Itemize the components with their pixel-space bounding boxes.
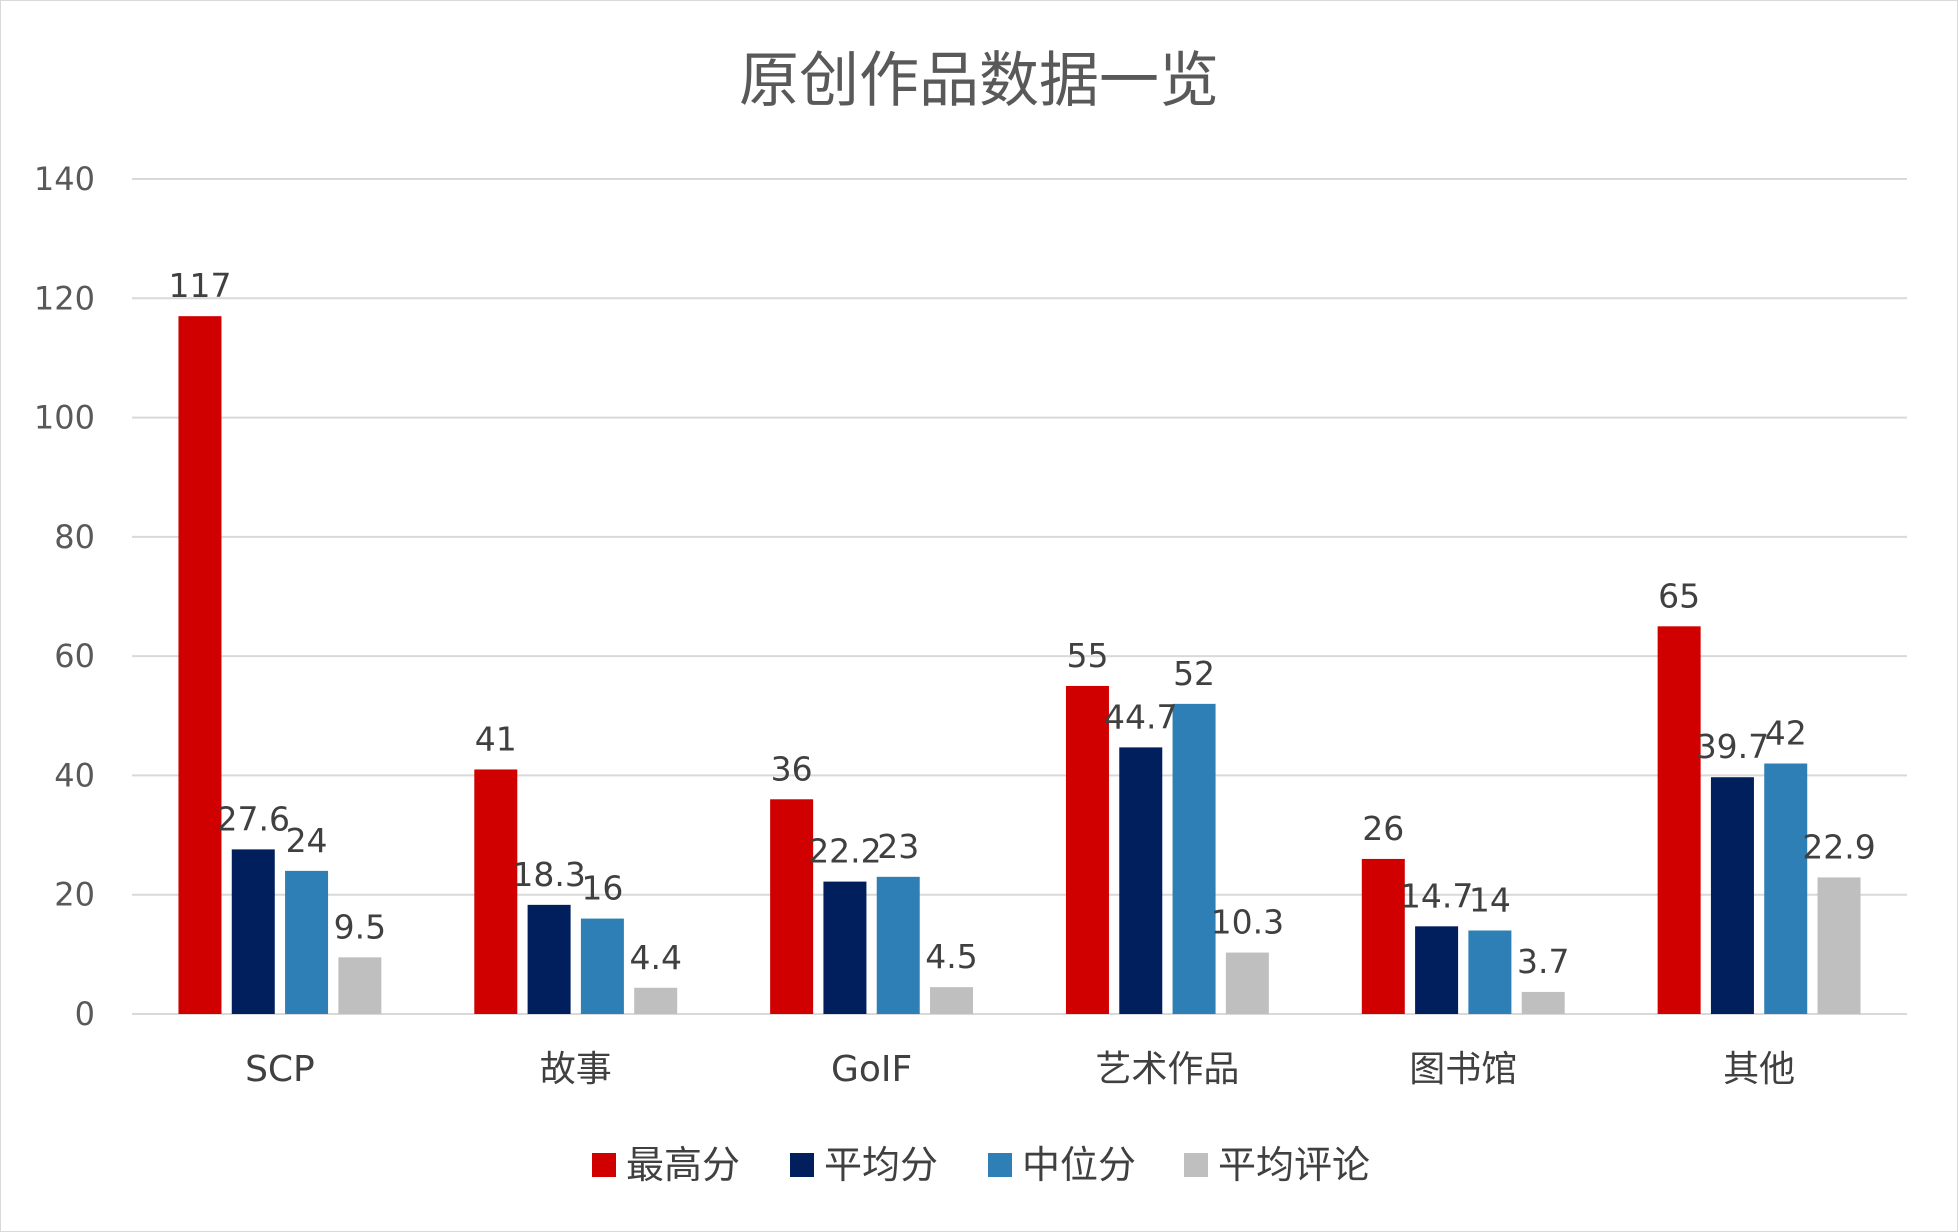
data-label: 117 xyxy=(168,266,231,305)
data-label: 10.3 xyxy=(1211,903,1284,942)
data-label: 55 xyxy=(1066,636,1108,675)
bar-1-1 xyxy=(178,316,222,1014)
bar-6-2 xyxy=(1710,777,1754,1014)
data-label: 14 xyxy=(1469,881,1511,920)
legend-swatch xyxy=(1184,1153,1208,1177)
data-label: 52 xyxy=(1173,654,1215,693)
data-label: 22.9 xyxy=(1802,827,1875,866)
data-label: 9.5 xyxy=(334,907,386,946)
y-tick-label: 40 xyxy=(54,756,95,794)
legend-label: 最高分 xyxy=(626,1143,740,1187)
bar-5-3 xyxy=(1468,930,1512,1014)
data-label: 27.6 xyxy=(217,799,290,838)
y-tick-label: 80 xyxy=(54,518,95,556)
bar-2-2 xyxy=(527,904,571,1014)
chart-title: 原创作品数据一览 xyxy=(739,46,1219,116)
data-label: 44.7 xyxy=(1104,697,1177,736)
bar-4-1 xyxy=(1065,685,1109,1014)
y-tick-label: 120 xyxy=(34,279,95,317)
data-label: 24 xyxy=(286,821,328,860)
y-tick-label: 0 xyxy=(75,995,95,1033)
bar-4-3 xyxy=(1172,703,1216,1014)
data-label: 4.4 xyxy=(629,938,681,977)
data-label: 14.7 xyxy=(1400,876,1473,915)
data-label: 42 xyxy=(1765,714,1807,753)
data-label: 18.3 xyxy=(512,855,585,894)
bar-6-4 xyxy=(1817,877,1861,1014)
bar-3-1 xyxy=(770,799,814,1014)
data-label: 3.7 xyxy=(1517,942,1569,981)
bar-6-3 xyxy=(1764,763,1808,1014)
legend-swatch xyxy=(790,1153,814,1177)
legend-label: 平均评论 xyxy=(1218,1143,1370,1187)
bar-4-2 xyxy=(1119,747,1163,1014)
bar-4-4 xyxy=(1225,952,1269,1014)
bar-5-1 xyxy=(1361,858,1405,1014)
data-label: 22.2 xyxy=(808,832,881,871)
legend-swatch xyxy=(592,1153,616,1177)
y-axis-ticks: 0 20 40 60 80 100 120 140 xyxy=(34,160,95,1033)
data-label: 41 xyxy=(475,719,517,758)
bar-3-3 xyxy=(876,876,920,1014)
data-label: 4.5 xyxy=(925,937,977,976)
data-label: 26 xyxy=(1362,809,1404,848)
y-tick-label: 20 xyxy=(54,876,95,914)
x-category-label: 其他 xyxy=(1723,1049,1795,1090)
bar-3-2 xyxy=(823,881,867,1014)
y-tick-label: 140 xyxy=(34,160,95,198)
data-label: 36 xyxy=(771,749,813,788)
bar-2-1 xyxy=(474,769,518,1014)
bar-2-4 xyxy=(634,987,678,1014)
bar-6-1 xyxy=(1657,626,1701,1014)
legend-label: 平均分 xyxy=(824,1143,938,1187)
x-category-label: 艺术作品 xyxy=(1095,1049,1239,1090)
bar-2-3 xyxy=(580,918,624,1014)
data-label: 39.7 xyxy=(1696,727,1769,766)
x-category-label: 图书馆 xyxy=(1409,1049,1517,1090)
x-axis-categories: SCP 故事 GoIF 艺术作品 图书馆 其他 xyxy=(245,1049,1795,1090)
bar-5-2 xyxy=(1415,926,1459,1014)
data-label: 16 xyxy=(581,869,623,908)
y-tick-label: 100 xyxy=(34,399,95,437)
bar-1-4 xyxy=(338,957,382,1014)
bar-1-3 xyxy=(285,870,329,1014)
bars xyxy=(178,316,1861,1014)
bar-3-4 xyxy=(930,987,974,1014)
x-category-label: GoIF xyxy=(831,1049,912,1090)
gridlines xyxy=(132,178,1907,1015)
bar-1-2 xyxy=(231,849,275,1014)
x-category-label: 故事 xyxy=(540,1049,612,1090)
data-label: 65 xyxy=(1658,576,1700,615)
data-label: 23 xyxy=(877,827,919,866)
bar-5-4 xyxy=(1521,991,1565,1014)
y-tick-label: 60 xyxy=(54,637,95,675)
legend-swatch xyxy=(988,1153,1012,1177)
legend: 最高分 平均分 中位分 平均评论 xyxy=(592,1143,1370,1187)
x-category-label: SCP xyxy=(245,1049,315,1090)
legend-label: 中位分 xyxy=(1022,1143,1136,1187)
